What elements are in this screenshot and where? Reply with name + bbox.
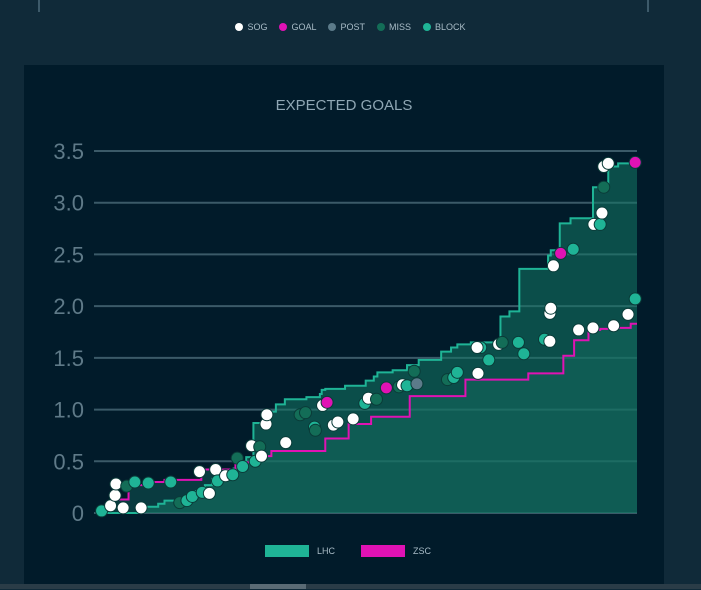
y-tick-label: 2.5 <box>53 242 84 267</box>
shot-markers <box>95 155 642 518</box>
shot-point-sog <box>254 449 268 463</box>
series-areas <box>98 162 637 513</box>
legend-label: GOAL <box>291 22 317 32</box>
legend-dot-icon <box>235 23 244 31</box>
shot-point-goal <box>320 395 334 409</box>
y-tick-label: 3.0 <box>53 191 84 216</box>
shot-point-block <box>164 475 178 489</box>
frame-edge-left <box>38 0 40 12</box>
shot-point-sog <box>108 488 122 502</box>
shot-point-block <box>482 353 496 367</box>
chart-panel: EXPECTED GOALS 0 0.5 1.0 1.5 2.0 2.5 3.0 3.5 LH… <box>24 65 664 585</box>
legend-label: SOG <box>247 22 268 32</box>
shot-point-block <box>628 292 642 306</box>
legend-dot-icon <box>279 23 288 31</box>
y-tick-label: 2.0 <box>53 294 84 319</box>
shot-point-sog <box>109 477 123 491</box>
legend-item-miss[interactable]: MISS <box>377 22 411 32</box>
shot-point-block <box>226 468 240 482</box>
legend-label: POST <box>340 22 365 32</box>
legend-swatch-zsc <box>361 545 405 557</box>
area-lhc <box>98 162 637 513</box>
shot-type-legend: SOG GOAL POST MISS BLOCK <box>0 22 701 32</box>
shot-point-sog <box>116 501 130 515</box>
legend-label-zsc: ZSC <box>413 546 432 556</box>
shot-point-sog <box>543 334 557 348</box>
y-axis-ticks: 0 0.5 1.0 1.5 2.0 2.5 3.0 3.5 <box>53 139 84 526</box>
legend-item-goal[interactable]: GOAL <box>279 22 316 32</box>
shot-point-sog <box>471 366 485 380</box>
shot-point-sog <box>621 307 635 321</box>
shot-point-sog <box>134 501 148 515</box>
y-tick-label: 3.5 <box>53 139 84 164</box>
shot-point-miss <box>308 423 322 437</box>
shot-point-miss <box>597 180 611 194</box>
shot-point-block <box>141 476 155 490</box>
shot-point-sog <box>470 341 484 355</box>
team-legend: LHC ZSC <box>265 545 432 557</box>
shot-point-miss <box>369 392 383 406</box>
y-tick-label: 1.0 <box>53 398 84 423</box>
legend-label: BLOCK <box>435 22 466 32</box>
shot-point-block <box>593 217 607 231</box>
shot-point-sog <box>546 259 560 273</box>
legend-label-lhc: LHC <box>317 546 336 556</box>
shot-point-sog <box>331 415 345 429</box>
shot-point-miss <box>299 406 313 420</box>
shot-point-block <box>517 347 531 361</box>
shot-point-sog <box>279 436 293 450</box>
scrollbar-thumb[interactable] <box>250 584 306 589</box>
shot-point-goal <box>628 155 642 169</box>
legend-dot-icon <box>328 23 337 31</box>
chart-title: EXPECTED GOALS <box>276 97 413 114</box>
shot-point-post <box>410 377 424 391</box>
frame-edge-right <box>647 0 649 12</box>
shot-point-sog <box>586 321 600 335</box>
expected-goals-chart: EXPECTED GOALS 0 0.5 1.0 1.5 2.0 2.5 3.0 3.5 LH… <box>53 97 642 557</box>
shot-point-sog <box>595 206 609 220</box>
y-tick-label: 0 <box>72 501 84 526</box>
legend-label: MISS <box>389 22 412 32</box>
shot-point-sog <box>193 465 207 479</box>
shot-point-miss <box>407 364 421 378</box>
shot-point-sog <box>572 323 586 337</box>
y-tick-label: 1.5 <box>53 346 84 371</box>
shot-point-sog <box>260 408 274 422</box>
shot-point-block <box>128 475 142 489</box>
legend-item-sog[interactable]: SOG <box>235 22 267 32</box>
legend-dot-icon <box>423 23 432 31</box>
legend-item-post[interactable]: POST <box>328 22 365 32</box>
shot-point-goal <box>554 246 568 260</box>
shot-point-sog <box>346 412 360 426</box>
shot-point-block <box>236 459 250 473</box>
shot-point-block <box>450 365 464 379</box>
legend-dot-icon <box>377 23 385 31</box>
horizontal-scrollbar[interactable] <box>0 584 701 589</box>
shot-point-sog <box>202 486 216 500</box>
shot-point-sog <box>607 319 621 333</box>
shot-point-sog <box>544 301 558 315</box>
shot-point-goal <box>379 381 393 395</box>
y-tick-label: 0.5 <box>53 449 84 474</box>
shot-point-sog <box>601 156 615 170</box>
legend-item-block[interactable]: BLOCK <box>423 22 466 32</box>
shot-point-miss <box>495 335 509 349</box>
legend-swatch-lhc <box>265 545 309 557</box>
shot-point-block <box>511 335 525 349</box>
shot-point-block <box>566 242 580 256</box>
